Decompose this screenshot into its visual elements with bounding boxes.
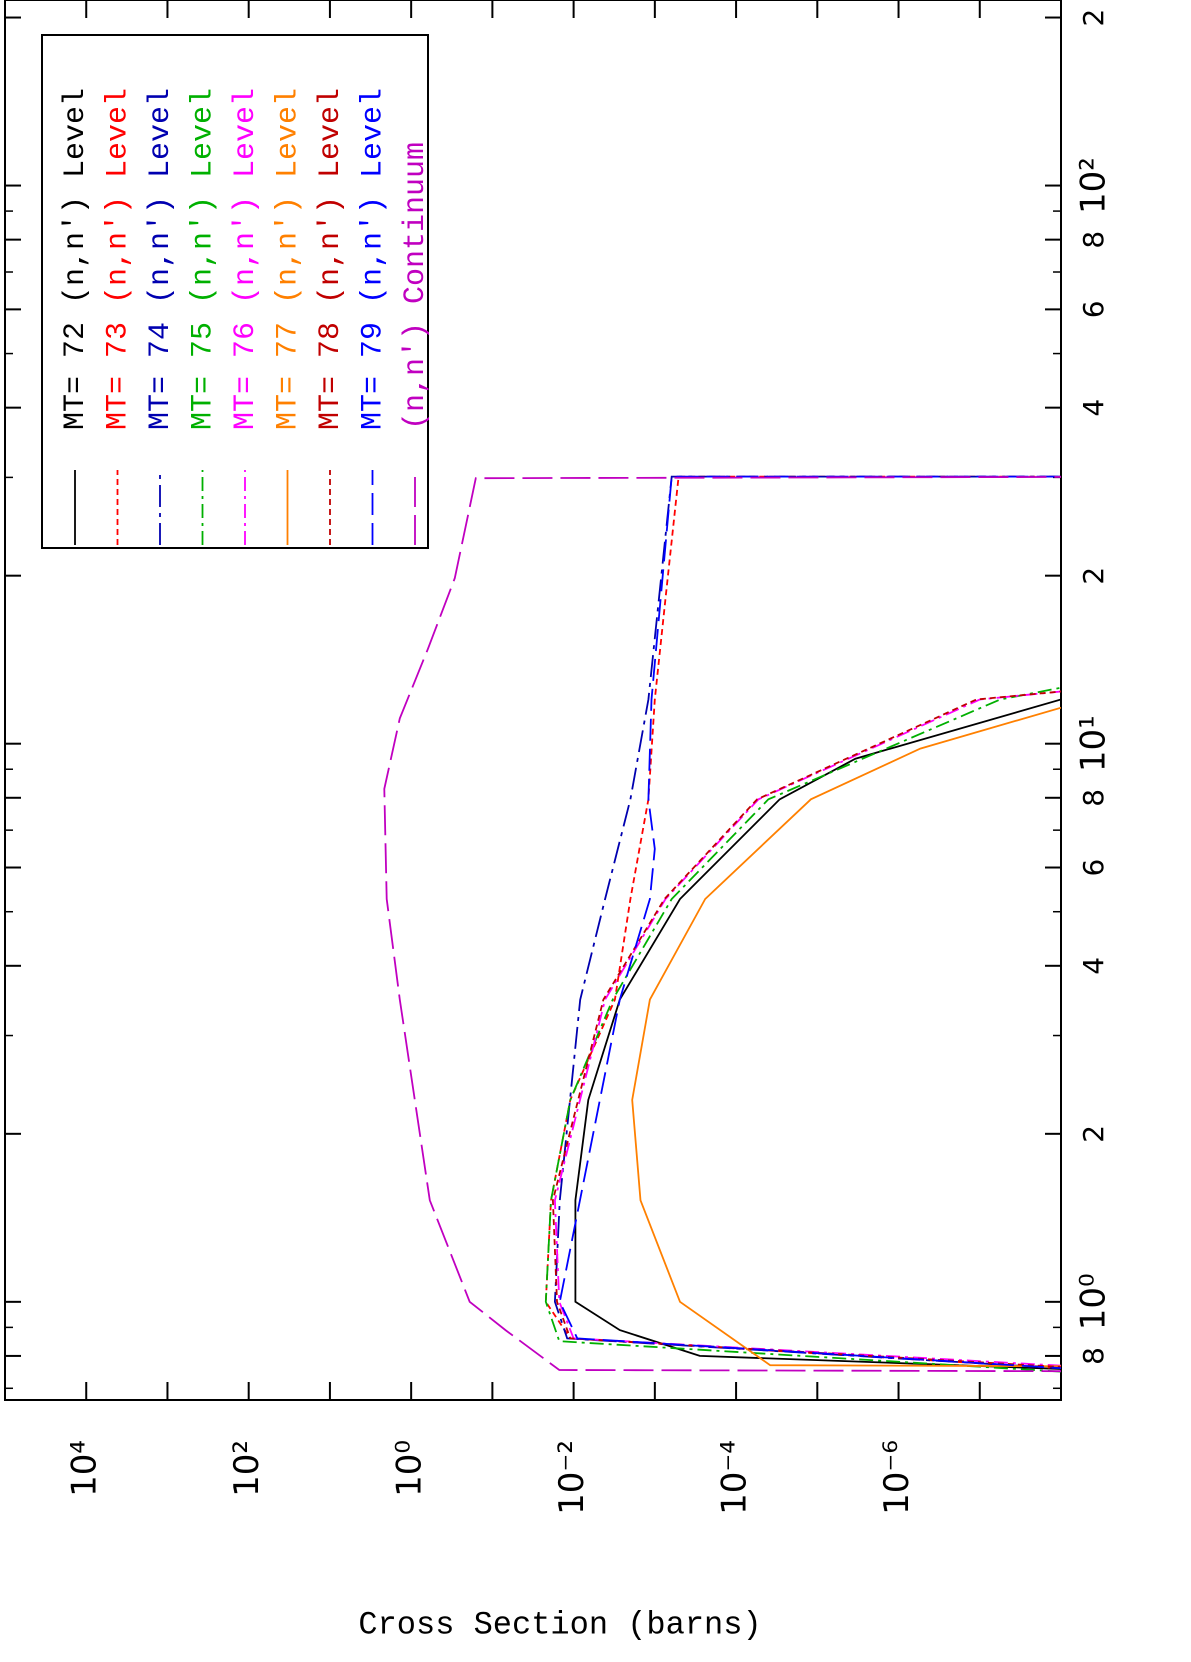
y-tick-label: 10⁻⁶ bbox=[877, 1440, 917, 1515]
y-tick-label: 10⁴ bbox=[65, 1440, 105, 1497]
x-tick-label: 2 bbox=[1077, 567, 1110, 585]
legend-label: MT= 77 (n,n') Level bbox=[271, 88, 305, 430]
y-tick-label: 10² bbox=[227, 1440, 267, 1497]
x-tick-label: 4 bbox=[1077, 399, 1110, 417]
y-tick-label: 10⁰ bbox=[390, 1440, 430, 1497]
series-line bbox=[553, 475, 1061, 1379]
x-tick-label: 4 bbox=[1077, 957, 1110, 975]
series-line bbox=[574, 698, 1061, 1376]
x-tick-label: 10⁰ bbox=[1074, 1273, 1114, 1330]
x-tick-label: 10¹ bbox=[1074, 715, 1114, 772]
series-line bbox=[631, 706, 1061, 1368]
x-tick-label: 6 bbox=[1077, 859, 1110, 877]
y-axis-title: Cross Section (barns) bbox=[358, 1606, 761, 1643]
x-tick-label: 2 bbox=[1077, 9, 1110, 27]
legend-label: MT= 75 (n,n') Level bbox=[186, 88, 220, 430]
x-tick-label: 8 bbox=[1077, 789, 1110, 807]
series-line bbox=[558, 475, 1061, 1379]
legend-label: MT= 79 (n,n') Level bbox=[356, 88, 390, 430]
y-tick-label: 10⁻² bbox=[552, 1440, 592, 1515]
rotated-chart: Cross Section (barns) 8 10⁰ 2 4 6 8 10¹ 2 4 6 8 10²… bbox=[4, 0, 1114, 1643]
x-tick-label: 2 bbox=[1077, 1125, 1110, 1143]
legend-box bbox=[41, 34, 429, 549]
x-tick-label: 10² bbox=[1074, 157, 1114, 214]
legend-label: MT= 73 (n,n') Level bbox=[101, 88, 135, 430]
x-tick-label: 8 bbox=[1077, 1347, 1110, 1365]
series-line bbox=[383, 475, 1061, 1373]
x-tick-label: 6 bbox=[1077, 300, 1110, 318]
legend-label: MT= 72 (n,n') Level bbox=[59, 88, 93, 430]
legend-label: MT= 76 (n,n') Level bbox=[229, 88, 263, 430]
x-tick-label: 8 bbox=[1077, 231, 1110, 249]
legend-label: MT= 74 (n,n') Level bbox=[144, 88, 178, 430]
series-line bbox=[553, 690, 1061, 1376]
legend-label: (n,n') Continuum bbox=[399, 142, 433, 430]
series-line bbox=[551, 690, 1061, 1378]
series-line bbox=[544, 475, 1061, 1379]
y-tick-label: 10⁻⁴ bbox=[715, 1440, 755, 1515]
legend-label: MT= 78 (n,n') Level bbox=[314, 88, 348, 430]
